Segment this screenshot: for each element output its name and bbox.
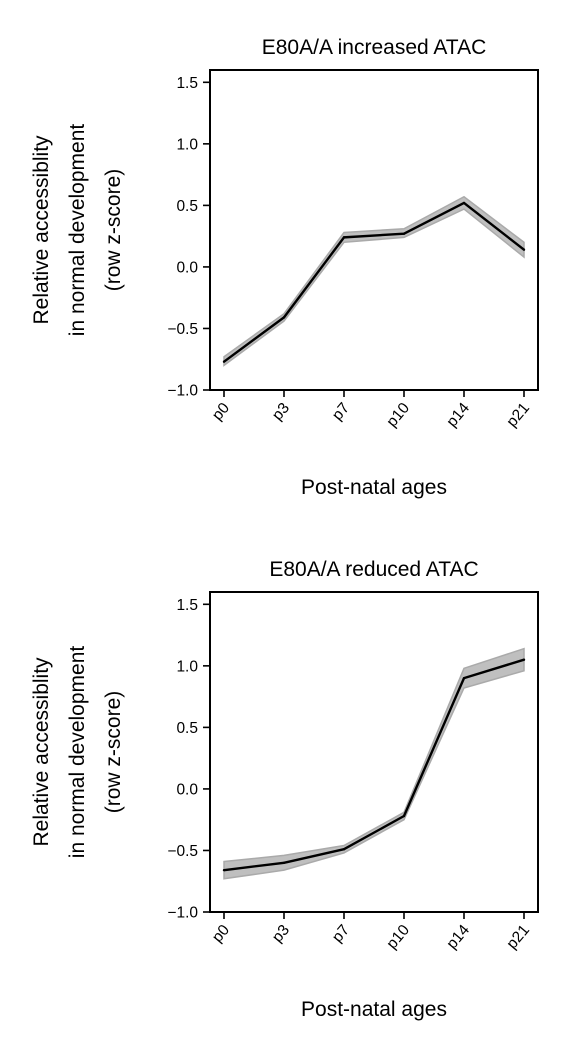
y-tick-label: −0.5 <box>167 843 198 860</box>
data-point-p3 <box>283 316 285 318</box>
chart-title: E80A/A reduced ATAC <box>269 558 478 581</box>
y-tick-label: 0.5 <box>176 720 198 737</box>
y-tick-label: −1.0 <box>167 905 198 922</box>
data-point-p0 <box>223 360 225 362</box>
y-axis-label-line-3: (row z-score) <box>102 169 125 292</box>
data-point-p0 <box>223 869 225 871</box>
data-point-p7 <box>343 236 345 238</box>
data-point-p3 <box>283 862 285 864</box>
data-point-p10 <box>403 815 405 817</box>
y-tick-label: 1.5 <box>176 597 198 614</box>
data-point-p21 <box>523 248 525 250</box>
y-tick-label: 1.0 <box>176 136 198 153</box>
data-point-p21 <box>523 658 525 660</box>
y-tick-label: 0.0 <box>176 781 198 798</box>
data-point-p14 <box>463 677 465 679</box>
chart-title: E80A/A increased ATAC <box>262 36 487 59</box>
y-tick-label: 1.0 <box>176 658 198 675</box>
y-axis-label-line-1: Relative accessiblity <box>30 657 53 847</box>
x-axis-label: Post-natal ages <box>301 476 447 499</box>
data-point-p7 <box>343 848 345 850</box>
y-tick-label: 0.5 <box>176 198 198 215</box>
y-tick-label: −0.5 <box>167 321 198 338</box>
y-axis-label-line-1: Relative accessiblity <box>30 135 53 325</box>
y-tick-label: 1.5 <box>176 75 198 92</box>
y-tick-label: 0.0 <box>176 259 198 276</box>
data-point-p14 <box>463 202 465 204</box>
y-tick-label: −1.0 <box>167 383 198 400</box>
x-axis-label: Post-natal ages <box>301 998 447 1021</box>
data-point-p10 <box>403 232 405 234</box>
y-axis-label-line-3: (row z-score) <box>102 691 125 814</box>
y-axis-label-line-2: in normal development <box>66 124 89 337</box>
y-axis-label-line-2: in normal development <box>66 646 89 859</box>
